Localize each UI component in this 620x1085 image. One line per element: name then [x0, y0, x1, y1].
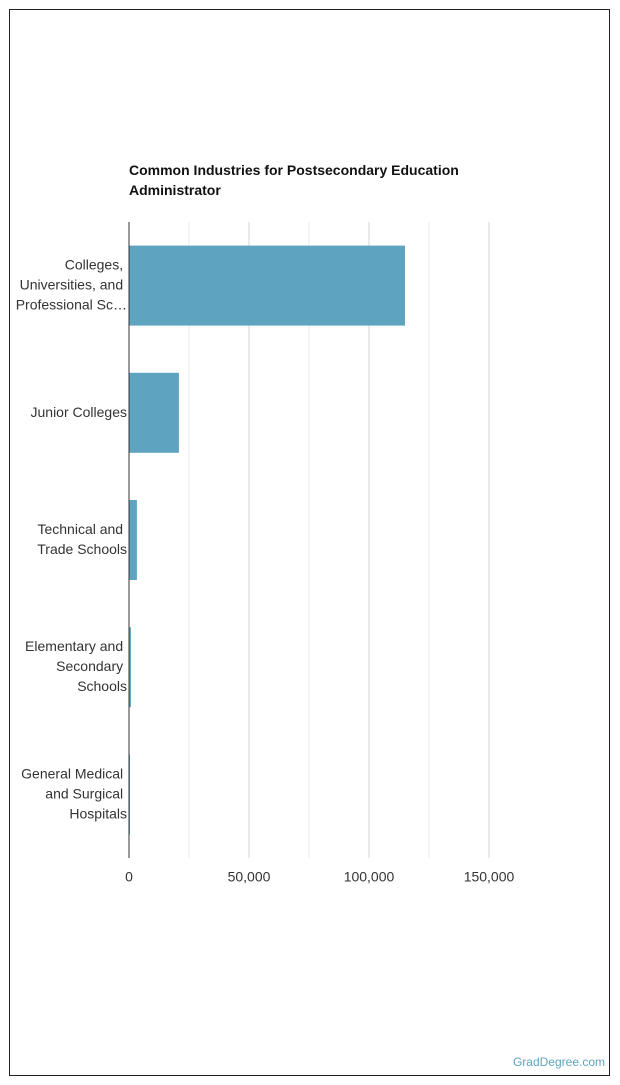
y-tick-label: Technical and Trade Schools: [37, 521, 127, 557]
x-tick-label: 50,000: [228, 869, 271, 885]
y-tick-label: General Medical and Surgical Hospitals: [21, 765, 127, 821]
bar: [129, 500, 137, 580]
x-tick-label: 100,000: [344, 869, 395, 885]
bar: [129, 245, 405, 326]
y-tick-label: Elementary and Secondary Schools: [25, 638, 127, 694]
x-tick-label: 0: [125, 869, 133, 885]
y-tick-label: Junior Colleges: [31, 404, 128, 420]
x-tick-label: 150,000: [464, 869, 515, 885]
source[interactable]: GradDegree.com: [513, 1055, 605, 1069]
bar: [129, 627, 131, 708]
chart-title: Common Industries for Postsecondary Educ…: [129, 162, 463, 198]
bar: [129, 372, 179, 453]
y-tick-label: Colleges, Universities, and Professional…: [16, 256, 127, 312]
